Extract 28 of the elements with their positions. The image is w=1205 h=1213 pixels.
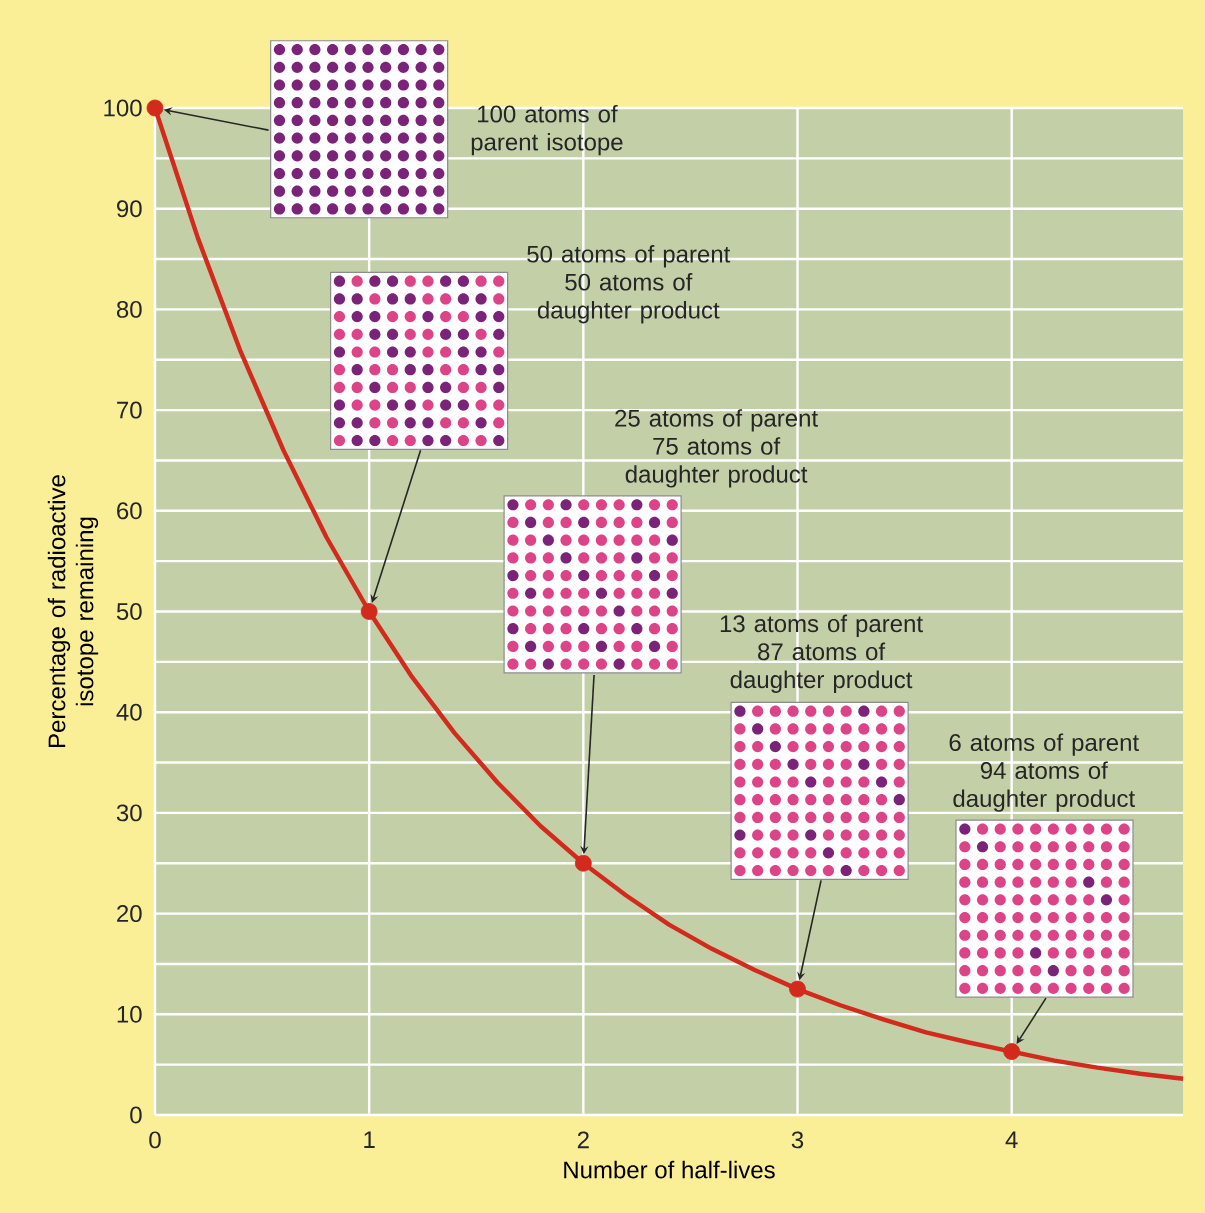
annotation: 25 atoms of parent 75 atoms of daughter product — [615, 409, 818, 488]
point — [360, 603, 378, 620]
x-tick-label: 1 — [364, 1131, 375, 1148]
y-tick-label: 80 — [116, 300, 142, 318]
y-tick-label: 10 — [117, 1005, 142, 1023]
point — [574, 854, 592, 872]
y-axis-title: Percentage of radioactive isotope remaining — [47, 475, 99, 747]
y-tick-label: 70 — [117, 401, 142, 419]
y-tick-label: 20 — [117, 905, 142, 923]
x-tick-label: 0 — [149, 1131, 161, 1149]
annotation: 100 atoms of parent isotope — [471, 104, 623, 156]
x-tick-label: 3 — [791, 1131, 804, 1149]
annotation: 13 atoms of parent 87 atoms of daughter product — [720, 614, 923, 693]
y-tick-label: 40 — [116, 703, 142, 721]
y-tick-label: 30 — [116, 804, 142, 822]
y-tick-label: 0 — [130, 1106, 142, 1124]
point — [146, 99, 164, 117]
annotation: 50 atoms of parent 50 atoms of daughter product — [527, 245, 731, 324]
point — [1003, 1043, 1021, 1060]
x-tick-label: 4 — [1005, 1131, 1018, 1148]
y-tick-label: 60 — [117, 502, 142, 520]
y-tick-label: 90 — [117, 200, 142, 218]
x-axis-title: Number of half-lives — [564, 1160, 775, 1179]
x-tick-label: 2 — [577, 1131, 589, 1149]
y-tick-label: 100 — [104, 99, 142, 117]
point — [789, 980, 806, 998]
y-tick-label: 50 — [116, 603, 142, 620]
annotation: 6 atoms of parent 94 atoms of daughter product — [949, 733, 1139, 812]
